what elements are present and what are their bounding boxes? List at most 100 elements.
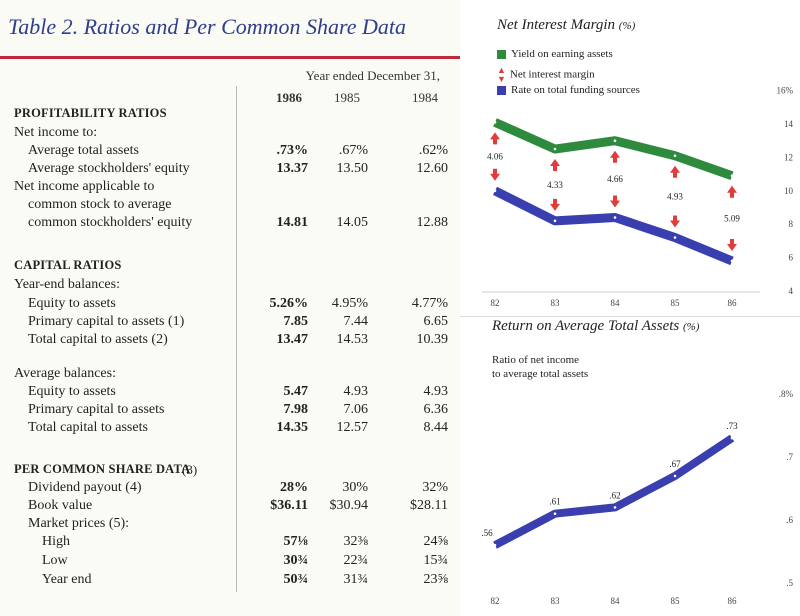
cell-85: 12.57: [336, 420, 369, 435]
column-rule: [236, 86, 237, 592]
roa-y-tick: .8%: [779, 389, 794, 399]
nim-y-tick: 6: [789, 253, 794, 263]
nim-x-tick: 86: [728, 298, 738, 308]
cell-84: $28.11: [410, 498, 448, 513]
cell-84: 4.93: [423, 384, 449, 399]
roa-data-label: .61: [549, 497, 560, 507]
yield-series-line: [493, 118, 734, 181]
row-label: Total capital to assets (2): [28, 332, 168, 347]
table-row: common stockholders' equity 14.81 14.05 12.…: [0, 215, 460, 234]
chart-divider: [460, 316, 800, 317]
year-1985: 1985: [334, 90, 360, 105]
cell-85: $30.94: [329, 498, 369, 513]
cell-85: 14.53: [336, 332, 369, 347]
cell-86: 50¾: [283, 572, 309, 587]
cell-85: 31¾: [343, 572, 369, 587]
row-label: Net income to:: [14, 125, 98, 140]
row-label: common stock to average: [28, 197, 172, 212]
cell-85: 4.95%: [331, 296, 368, 311]
row-label: Total capital to assets: [28, 420, 148, 435]
cell-84: 10.39: [416, 332, 449, 347]
double-arrow-icon: ▲ ▼: [497, 65, 506, 84]
row-label: Average balances:: [14, 366, 116, 381]
nim-up-arrow: [670, 165, 680, 178]
nim-up-arrow: [727, 185, 737, 198]
roa-point: [613, 506, 617, 509]
cell-84: 8.44: [423, 420, 449, 435]
table-row: Primary capital to assets 7.98 7.06 6.36: [0, 402, 460, 421]
green-swatch-icon: [497, 49, 506, 59]
series-point: [493, 121, 497, 124]
table-row: Book value $36.11 $30.94 $28.11: [0, 498, 460, 517]
nim-down-arrow: [550, 198, 560, 211]
nim-data-label: 4.93: [667, 192, 683, 202]
roa-y-tick: .7: [786, 452, 793, 462]
cell-84: 23⅝: [423, 572, 449, 587]
roa-x-tick: 83: [551, 596, 561, 606]
cell-86: 7.85: [283, 314, 309, 329]
nim-title-unit: (%): [618, 20, 636, 32]
cell-85: 14.05: [336, 215, 369, 230]
section-header: CAPITAL RATIOS: [0, 258, 460, 277]
roa-y-tick: .5: [786, 578, 793, 588]
roa-title-text: Return on Average Total Assets: [492, 318, 680, 334]
roa-data-label: .62: [609, 490, 620, 500]
cell-84: 32%: [422, 480, 448, 495]
series-point: [613, 139, 617, 142]
cell-86: 30¾: [283, 553, 309, 568]
roa-data-label: .56: [481, 528, 493, 538]
blue-swatch-icon: [497, 85, 506, 95]
section-title: PER COMMON SHARE DATA: [14, 462, 191, 476]
row-label: High: [42, 534, 70, 549]
table-row: Low 30¾ 22¾ 15¾: [0, 553, 460, 572]
table-row: Dividend payout (4) 28% 30% 32%: [0, 480, 460, 499]
roa-x-tick: 86: [728, 596, 738, 606]
row-label: Dividend payout (4): [28, 480, 142, 495]
table-panel: [0, 0, 460, 616]
cell-85: 4.93: [343, 384, 369, 399]
nim-up-arrow: [610, 150, 620, 163]
roa-y-tick: .6: [786, 515, 793, 525]
cell-84: 12.88: [416, 215, 449, 230]
cell-84: 12.60: [416, 161, 449, 176]
series-point: [553, 147, 557, 151]
legend-label: Net interest margin: [509, 68, 595, 81]
row-label: Equity to assets: [28, 296, 116, 311]
nim-up-arrow: [490, 132, 500, 145]
nim-x-tick: 84: [611, 298, 621, 308]
series-point: [730, 174, 734, 178]
series-point: [553, 219, 557, 223]
nim-data-label: 4.33: [547, 180, 563, 190]
cell-86: 14.81: [276, 215, 309, 230]
nim-y-tick: 8: [789, 219, 794, 229]
cell-86: $36.11: [270, 498, 308, 513]
row-label: Primary capital to assets: [28, 402, 165, 417]
roa-point: [673, 474, 677, 478]
nim-legend: Yield on earning assets ▲ ▼ Net interest m…: [497, 48, 640, 102]
row-label: Low: [42, 553, 68, 568]
row-label: Net income applicable to: [0, 179, 460, 198]
year-1986: 1986: [276, 90, 302, 105]
row-label: Year end: [42, 572, 92, 587]
nim-down-arrow: [490, 168, 500, 181]
legend-item-funding: Rate on total funding sources: [497, 84, 640, 102]
row-label: Net income to:: [0, 125, 460, 144]
roa-point: [553, 512, 557, 515]
legend-label: Rate on total funding sources: [511, 84, 640, 96]
cell-86: 13.37: [276, 161, 309, 176]
nim-data-label: 5.09: [724, 213, 740, 223]
roa-x-tick: 85: [671, 596, 681, 606]
nim-up-arrow: [550, 159, 560, 172]
cell-85: 32⅜: [343, 534, 369, 549]
roa-sublabel-line2: to average total assets: [492, 368, 589, 380]
charts-panel: [460, 0, 800, 616]
series-point: [673, 236, 677, 239]
cell-86: 5.47: [283, 384, 309, 399]
section-header: PER COMMON SHARE DATA (3): [0, 462, 460, 481]
row-label: Book value: [28, 498, 93, 513]
cell-86: 5.26%: [269, 296, 309, 311]
nim-y-tick: 10: [784, 186, 794, 196]
table-row: Equity to assets 5.47 4.93 4.93: [0, 384, 460, 403]
nim-y-tick: 12: [784, 152, 793, 162]
nim-y-tick: 14: [784, 119, 794, 129]
